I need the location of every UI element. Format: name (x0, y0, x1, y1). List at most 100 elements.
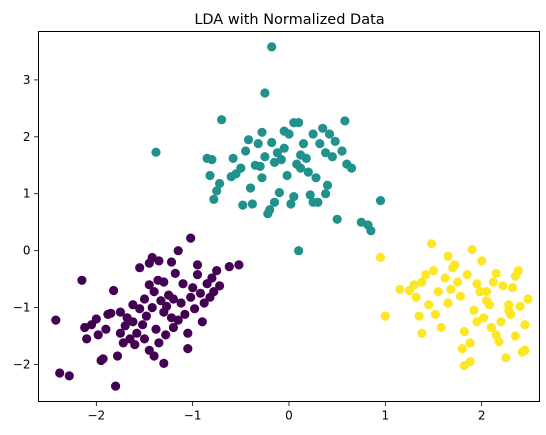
scatter-point (286, 199, 296, 209)
scatter-point (506, 309, 516, 319)
scatter-point (265, 205, 275, 215)
scatter-point (103, 309, 113, 319)
scatter-point (168, 322, 178, 333)
scatter-point (120, 321, 130, 331)
scatter-point (128, 317, 138, 327)
scatter-point (138, 320, 148, 330)
scatter-point (139, 294, 150, 304)
scatter-point (311, 173, 321, 183)
scatter-point (238, 200, 248, 210)
scatter-point (475, 287, 485, 297)
x-tick-label: 2 (478, 409, 486, 423)
scatter-point (481, 287, 492, 297)
y-tick-label: −1 (13, 301, 31, 315)
scatter-point (226, 172, 236, 182)
scatter-point (428, 266, 439, 276)
scatter-point (109, 285, 119, 296)
x-tick-label: 1 (382, 409, 390, 423)
scatter-point (501, 353, 511, 363)
scatter-point (340, 116, 350, 126)
scatter-point (186, 292, 196, 302)
scatter-point (303, 167, 313, 177)
scatter-point (318, 123, 328, 133)
scatter-point (159, 277, 169, 287)
scatter-point (486, 322, 496, 333)
scatter-point (128, 300, 138, 310)
scatter-point (234, 260, 244, 270)
scatter-point (436, 322, 446, 333)
scatter-point (294, 246, 304, 256)
scatter-point (417, 277, 427, 287)
scatter-point (241, 146, 251, 156)
scatter-point (498, 281, 508, 291)
scatter-point (80, 322, 90, 333)
scatter-point (294, 118, 304, 128)
scatter-point (207, 155, 217, 165)
scatter-point (520, 320, 530, 330)
scatter-point (51, 315, 61, 325)
scatter-point (513, 266, 523, 276)
scatter-point (247, 199, 257, 209)
scatter-point (245, 183, 256, 193)
scatter-point (321, 148, 331, 158)
scatter-point (154, 338, 164, 348)
scatter-point (228, 153, 238, 163)
scatter-point (260, 152, 270, 162)
scatter-point (215, 281, 225, 291)
scatter-point (507, 283, 518, 293)
scatter-point (135, 304, 145, 314)
scatter-point (130, 340, 140, 350)
scatter-point (324, 129, 335, 139)
scatter-point (180, 309, 190, 319)
scatter-point (207, 273, 217, 283)
scatter-point (135, 263, 145, 273)
scatter-point (450, 260, 460, 270)
scatter-point (366, 226, 376, 236)
scatter-point (111, 381, 121, 391)
scatter-point (523, 294, 533, 304)
scatter-point (459, 361, 469, 371)
scatter-point (55, 368, 65, 378)
scatter-point (472, 279, 482, 289)
scatter-point (257, 173, 267, 183)
scatter-point (183, 344, 193, 354)
scatter-point (151, 147, 161, 157)
scatter-point (491, 268, 501, 278)
scatter-point (217, 115, 227, 125)
scatter-point (496, 317, 506, 327)
scatter-point (186, 233, 196, 243)
scatter-point (308, 129, 318, 139)
scatter-point (469, 305, 479, 315)
scatter-point (192, 260, 203, 270)
scatter-point (289, 192, 299, 202)
scatter-point (395, 284, 405, 294)
scatter-point (190, 304, 200, 314)
scatter-point (243, 135, 254, 145)
scatter-point (330, 136, 340, 146)
scatter-point (321, 189, 331, 199)
y-tick-label: −2 (13, 358, 31, 372)
scatter-point (161, 330, 171, 340)
scatter-point (147, 303, 157, 313)
scatter-point (168, 294, 178, 304)
scatter-point (443, 251, 453, 261)
scatter-point (159, 358, 169, 368)
scatter-point (465, 338, 475, 348)
scatter-point (64, 371, 74, 381)
scatter-point (417, 328, 427, 338)
scatter-point (484, 300, 494, 310)
scatter-point (322, 180, 333, 190)
scatter-point (494, 337, 504, 347)
scatter-point (457, 344, 467, 354)
scatter-point (154, 256, 164, 266)
scatter-point (195, 288, 205, 298)
scatter-point (267, 42, 277, 52)
scatter-point (276, 155, 286, 165)
scatter-point (212, 266, 222, 276)
scatter-point (93, 330, 103, 340)
scatter-point (178, 279, 188, 289)
scatter-point (347, 163, 357, 173)
scatter-point (267, 137, 277, 148)
scatter-point (440, 273, 450, 283)
scatter-point (301, 153, 311, 163)
